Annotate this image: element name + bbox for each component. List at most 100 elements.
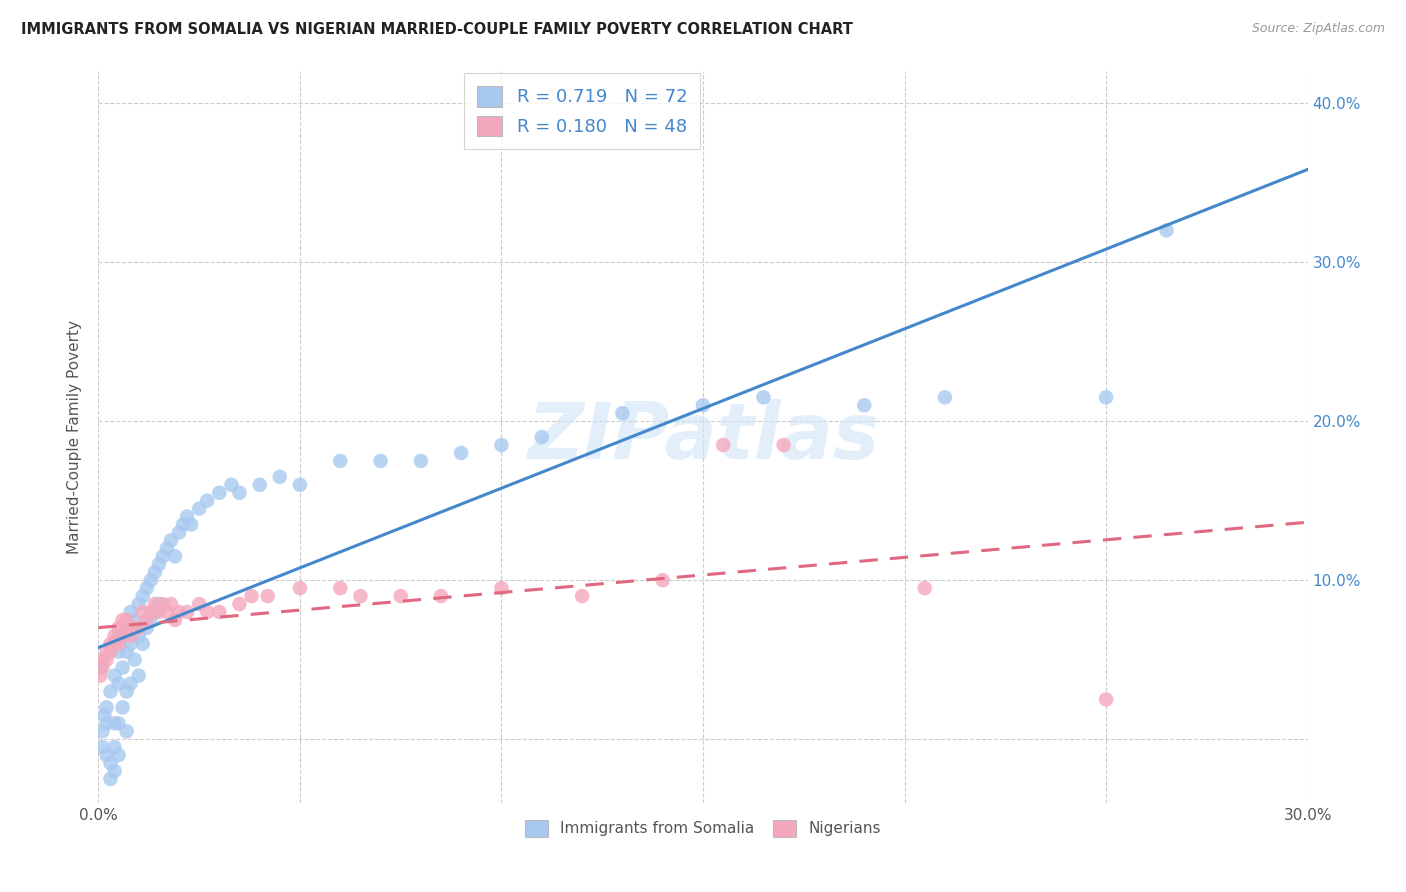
Point bbox=[349, 589, 371, 603]
Point bbox=[329, 454, 352, 468]
Point bbox=[107, 716, 129, 731]
Point bbox=[132, 605, 155, 619]
Point bbox=[139, 613, 162, 627]
Point bbox=[111, 700, 134, 714]
Point bbox=[103, 764, 125, 778]
Point bbox=[188, 597, 211, 611]
Point bbox=[450, 446, 472, 460]
Point bbox=[96, 700, 118, 714]
Point bbox=[107, 748, 129, 763]
Point bbox=[180, 517, 202, 532]
Point bbox=[107, 629, 129, 643]
Point bbox=[100, 772, 122, 786]
Point bbox=[111, 629, 134, 643]
Point bbox=[128, 629, 150, 643]
Point bbox=[651, 573, 673, 587]
Point bbox=[176, 605, 198, 619]
Point bbox=[103, 668, 125, 682]
Point bbox=[409, 454, 432, 468]
Point bbox=[124, 613, 146, 627]
Point bbox=[167, 605, 190, 619]
Point bbox=[135, 621, 157, 635]
Point bbox=[115, 724, 138, 739]
Point bbox=[132, 589, 155, 603]
Point bbox=[249, 477, 271, 491]
Point bbox=[228, 597, 250, 611]
Point bbox=[111, 629, 134, 643]
Point bbox=[491, 581, 513, 595]
Point bbox=[430, 589, 453, 603]
Point bbox=[89, 668, 111, 682]
Point bbox=[128, 621, 150, 635]
Point bbox=[160, 533, 183, 548]
Point bbox=[228, 485, 250, 500]
Point bbox=[1095, 692, 1118, 706]
Point bbox=[111, 660, 134, 674]
Point bbox=[148, 605, 170, 619]
Point bbox=[139, 573, 162, 587]
Point bbox=[120, 605, 142, 619]
Point bbox=[135, 581, 157, 595]
Point bbox=[152, 549, 174, 564]
Text: IMMIGRANTS FROM SOMALIA VS NIGERIAN MARRIED-COUPLE FAMILY POVERTY CORRELATION CH: IMMIGRANTS FROM SOMALIA VS NIGERIAN MARR… bbox=[21, 22, 853, 37]
Point bbox=[91, 660, 114, 674]
Point bbox=[139, 605, 162, 619]
Point bbox=[711, 438, 734, 452]
Point bbox=[103, 629, 125, 643]
Point bbox=[115, 645, 138, 659]
Point bbox=[208, 605, 231, 619]
Point bbox=[221, 477, 243, 491]
Point bbox=[163, 613, 186, 627]
Point bbox=[120, 637, 142, 651]
Point bbox=[934, 390, 956, 404]
Point bbox=[195, 605, 218, 619]
Point bbox=[148, 597, 170, 611]
Point bbox=[752, 390, 775, 404]
Point bbox=[124, 653, 146, 667]
Point bbox=[103, 716, 125, 731]
Point bbox=[107, 676, 129, 690]
Point bbox=[120, 676, 142, 690]
Point bbox=[256, 589, 278, 603]
Legend: Immigrants from Somalia, Nigerians: Immigrants from Somalia, Nigerians bbox=[516, 811, 890, 847]
Point bbox=[93, 708, 115, 723]
Point bbox=[135, 613, 157, 627]
Point bbox=[172, 517, 194, 532]
Point bbox=[148, 558, 170, 572]
Point bbox=[120, 629, 142, 643]
Point bbox=[100, 684, 122, 698]
Point bbox=[91, 740, 114, 755]
Point bbox=[240, 589, 263, 603]
Point bbox=[128, 597, 150, 611]
Point bbox=[389, 589, 412, 603]
Point bbox=[96, 748, 118, 763]
Point bbox=[269, 470, 291, 484]
Point bbox=[115, 613, 138, 627]
Text: Source: ZipAtlas.com: Source: ZipAtlas.com bbox=[1251, 22, 1385, 36]
Point bbox=[188, 501, 211, 516]
Point bbox=[1095, 390, 1118, 404]
Point bbox=[143, 566, 166, 580]
Point bbox=[124, 621, 146, 635]
Point bbox=[288, 477, 311, 491]
Point bbox=[89, 660, 111, 674]
Point bbox=[111, 613, 134, 627]
Point bbox=[163, 549, 186, 564]
Point bbox=[195, 493, 218, 508]
Point bbox=[103, 637, 125, 651]
Point bbox=[914, 581, 936, 595]
Point bbox=[288, 581, 311, 595]
Point bbox=[143, 605, 166, 619]
Point bbox=[91, 653, 114, 667]
Point bbox=[96, 645, 118, 659]
Point bbox=[91, 724, 114, 739]
Point bbox=[772, 438, 794, 452]
Point bbox=[107, 637, 129, 651]
Point bbox=[100, 637, 122, 651]
Point bbox=[152, 597, 174, 611]
Text: ZIPatlas: ZIPatlas bbox=[527, 399, 879, 475]
Point bbox=[491, 438, 513, 452]
Point bbox=[103, 740, 125, 755]
Point bbox=[115, 621, 138, 635]
Point bbox=[612, 406, 634, 420]
